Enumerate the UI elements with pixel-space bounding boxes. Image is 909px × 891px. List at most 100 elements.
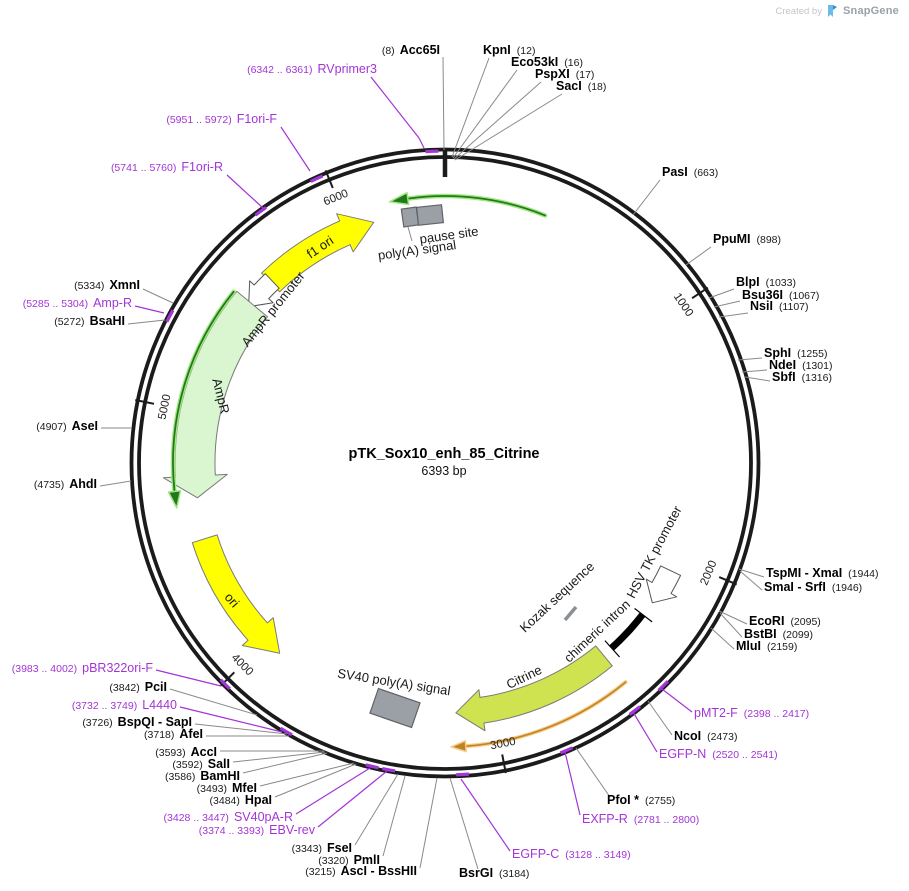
label-name: TspMI - XmaI: [766, 566, 843, 580]
feature-arrow-f1-ori[interactable]: [261, 213, 375, 293]
enzyme-label-hpai[interactable]: (3484) HpaI: [210, 794, 272, 808]
primer-label-egfp_c[interactable]: EGFP-C (3128 .. 3149): [512, 848, 631, 862]
backbone-ring-outer[interactable]: [129, 147, 761, 779]
label-name: EXFP-R: [582, 812, 628, 826]
enzyme-label-pfoi[interactable]: PfoI * (2755): [607, 794, 675, 808]
feature-label-kozak[interactable]: Kozak sequence: [516, 558, 598, 636]
label-post: (2520 .. 2541): [712, 749, 778, 761]
label-post: (898): [756, 234, 782, 246]
feature-label-sv40-polya[interactable]: SV40 poly(A) signal: [336, 665, 452, 699]
label-pre: (3718): [144, 729, 175, 741]
primer-tick-rvprimer3: [425, 149, 439, 154]
enzyme-label-bsu36i[interactable]: Bsu36I (1067): [742, 289, 819, 303]
primer-label-f1ori_f[interactable]: (5951 .. 5972) F1ori-F: [166, 113, 277, 127]
enzyme-label-blpi[interactable]: BlpI (1033): [736, 276, 796, 290]
label-name: BspQI - SapI: [117, 715, 192, 729]
label-pre: (5285 .. 5304): [22, 298, 89, 310]
enzyme-label-pmli[interactable]: (3320) PmlI: [318, 854, 380, 868]
primer-label-f1ori_r[interactable]: (5741 .. 5760) F1ori-R: [111, 161, 223, 175]
label-name: BstBI: [744, 627, 777, 641]
feature-arrow-hsv-tk-promoter[interactable]: [645, 565, 682, 604]
label-pre: (5741 .. 5760): [110, 162, 177, 174]
feature-arrow-transcript-head[interactable]: [450, 740, 467, 753]
label-pre: (3343): [291, 843, 322, 855]
enzyme-label-bsrgi[interactable]: BsrGI (3184): [459, 867, 529, 881]
label-name: NcoI: [674, 729, 702, 743]
enzyme-label-tspmi_xmai[interactable]: TspMI - XmaI (1944): [766, 567, 879, 581]
enzyme-label-ecori[interactable]: EcoRI (2095): [749, 615, 821, 629]
enzyme-label-eco53ki[interactable]: Eco53kI (16): [511, 56, 583, 70]
feature-arrow-citrine[interactable]: [455, 645, 613, 732]
tick-label-5000: 5000: [156, 393, 174, 421]
label-name: AhdI: [69, 477, 97, 491]
feature-box-pause-site[interactable]: [415, 204, 445, 226]
feature-label-ampr[interactable]: AmpR: [209, 376, 233, 416]
enzyme-label-kpni[interactable]: KpnI (12): [483, 44, 535, 58]
feature-box-sv40-polya[interactable]: [369, 687, 421, 729]
enzyme-label-sali[interactable]: (3592) SalI: [172, 758, 230, 772]
leader-mlui: [710, 627, 735, 650]
enzyme-label-ahdi[interactable]: (4735) AhdI: [34, 478, 97, 492]
enzyme-label-pasi[interactable]: PasI (663): [662, 166, 718, 180]
primer-label-amp_r[interactable]: (5285 .. 5304) Amp-R: [23, 297, 132, 311]
primer-label-egfp_n[interactable]: EGFP-N (2520 .. 2541): [659, 748, 778, 762]
label-post: (2781 .. 2800): [633, 814, 700, 826]
leader-ecori: [718, 610, 748, 625]
enzyme-label-bamhi[interactable]: (3586) BamHI: [165, 770, 240, 784]
label-pre: (4907): [36, 421, 67, 433]
primer-label-pmt2_f[interactable]: pMT2-F (2398 .. 2417): [694, 707, 809, 721]
feature-label-hsv-tk-promoter[interactable]: HSV TK promoter: [623, 503, 685, 601]
chimeric-intron-cap-left: [604, 640, 621, 658]
label-pre: (3374 .. 3393): [198, 825, 265, 837]
leader-fsei: [354, 773, 399, 846]
enzyme-label-mfei[interactable]: (3493) MfeI: [197, 782, 257, 796]
feature-label-ori[interactable]: ori: [221, 589, 243, 611]
label-name: PfoI *: [607, 793, 639, 807]
enzyme-label-bsahi[interactable]: (5272) BsaHI: [54, 315, 125, 329]
enzyme-label-bspqi_sapi[interactable]: (3726) BspQI - SapI: [82, 716, 192, 730]
enzyme-label-pcii[interactable]: (3842) PciI: [109, 681, 167, 695]
leader-ppumi: [685, 246, 712, 266]
enzyme-label-acc65i[interactable]: (8) Acc65I: [382, 44, 440, 58]
feature-arrow-ampr-promoter[interactable]: [248, 273, 280, 308]
leader-pcii: [169, 688, 258, 716]
primer-label-sv40pa_r[interactable]: (3428 .. 3447) SV40pA-R: [164, 811, 293, 825]
leader-bspqi_sapi: [194, 723, 288, 735]
enzyme-label-ppumi[interactable]: PpuMI (898): [713, 233, 781, 247]
enzyme-label-pspxi[interactable]: PspXI (17): [535, 68, 594, 82]
enzyme-label-sphi[interactable]: SphI (1255): [764, 347, 827, 361]
enzyme-label-ndei[interactable]: NdeI (1301): [769, 359, 832, 373]
primer-label-l4440[interactable]: (3732 .. 3749) L4440: [72, 699, 177, 713]
enzyme-label-ncoi[interactable]: NcoI (2473): [674, 730, 737, 744]
primer-label-pbr322ori_f[interactable]: (3983 .. 4002) pBR322ori-F: [12, 662, 153, 676]
feature-arrow-ampr-line-core: [172, 290, 235, 493]
feature-label-ampr-promoter[interactable]: AmpR promoter: [238, 268, 308, 350]
enzyme-label-sbfi[interactable]: SbfI (1316): [772, 371, 832, 385]
feature-label-chimeric-intron[interactable]: chimeric intron: [560, 596, 634, 666]
label-name: EcoRI: [749, 614, 785, 628]
feature-label-f1-ori[interactable]: f1 ori: [303, 232, 337, 262]
feature-label-citrine[interactable]: Citrine: [503, 662, 545, 692]
enzyme-label-xmni[interactable]: (5334) XmnI: [74, 279, 140, 293]
leader-rvprimer3: [370, 76, 425, 149]
feature-arrow-ori[interactable]: [191, 534, 281, 654]
leader-ndei: [741, 369, 768, 373]
enzyme-label-acci[interactable]: (3593) AccI: [155, 746, 217, 760]
enzyme-label-mlui[interactable]: MluI (2159): [736, 640, 797, 654]
enzyme-label-bstbi[interactable]: BstBI (2099): [744, 628, 813, 642]
feature-arrow-ampr-line-head[interactable]: [167, 490, 182, 509]
enzyme-label-asei[interactable]: (4907) AseI: [36, 420, 98, 434]
label-post: (1944): [848, 568, 879, 580]
enzyme-label-fsei[interactable]: (3343) FseI: [292, 842, 352, 856]
feature-arrow-enhancer-head[interactable]: [388, 191, 410, 206]
enzyme-label-saci[interactable]: SacI (18): [556, 80, 606, 94]
enzyme-label-smai_srfi[interactable]: SmaI - SrfI (1946): [764, 581, 862, 595]
primer-label-exfp_r[interactable]: EXFP-R (2781 .. 2800): [582, 813, 699, 827]
enzyme-label-nsii[interactable]: NsiI (1107): [750, 300, 809, 314]
primer-label-ebv_rev[interactable]: (3374 .. 3393) EBV-rev: [199, 824, 315, 838]
primer-label-rvprimer3[interactable]: (6342 .. 6361) RVprimer3: [247, 63, 377, 77]
enzyme-label-asci_bsshii[interactable]: (3215) AscI - BssHII: [305, 865, 417, 879]
enzyme-label-afei[interactable]: (3718) AfeI: [144, 728, 203, 742]
label-post: (3184): [499, 868, 530, 880]
